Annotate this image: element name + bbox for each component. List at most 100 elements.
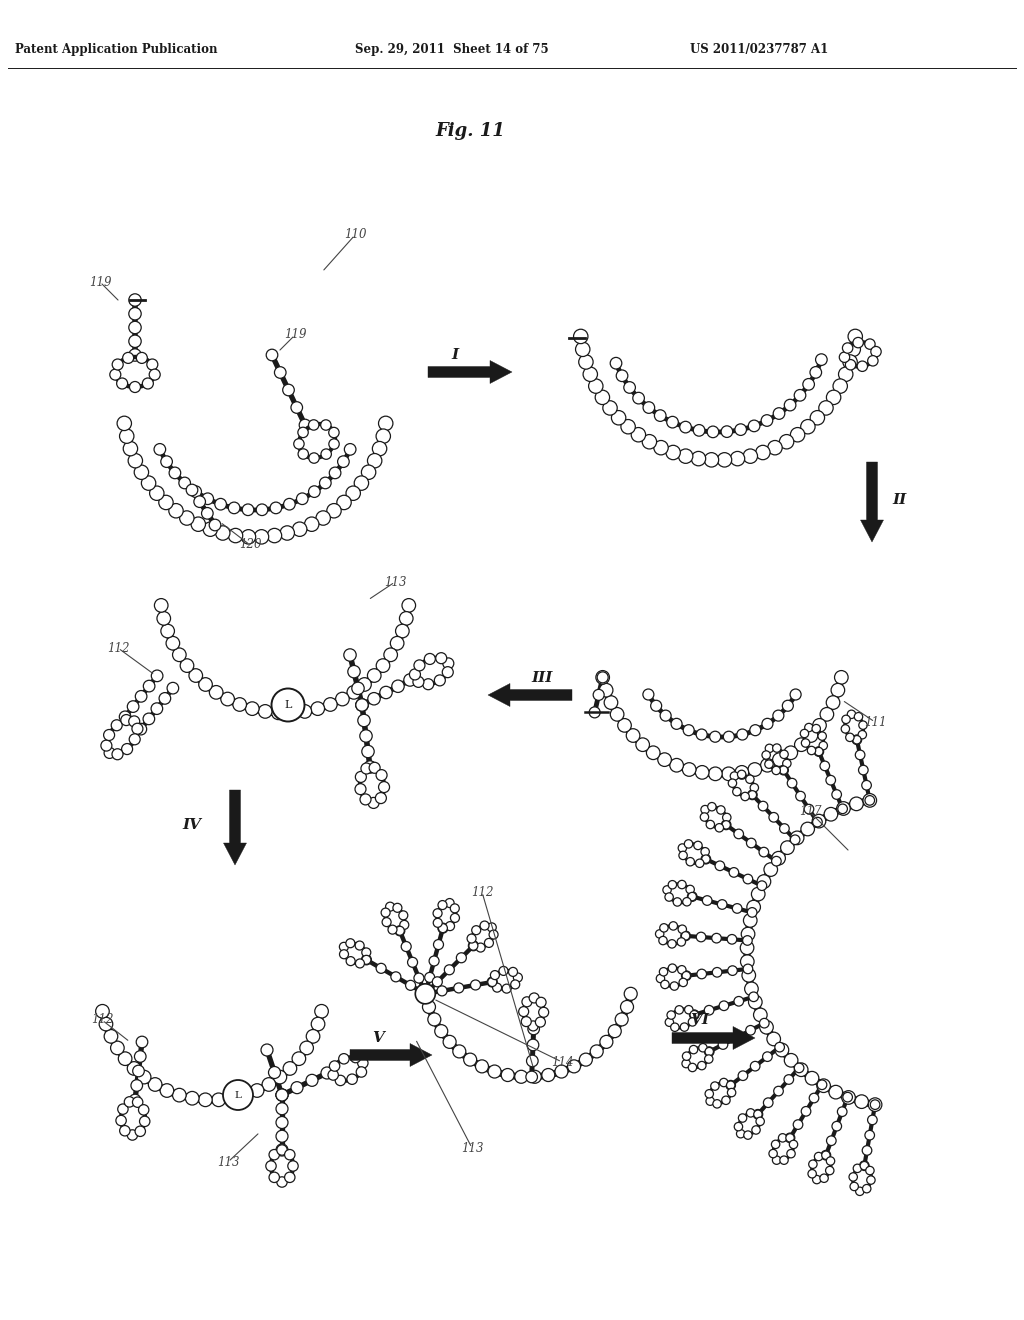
Circle shape bbox=[633, 392, 644, 404]
Circle shape bbox=[743, 449, 758, 463]
Circle shape bbox=[121, 714, 132, 726]
Circle shape bbox=[773, 744, 781, 752]
Circle shape bbox=[621, 1001, 634, 1014]
Circle shape bbox=[306, 1030, 319, 1043]
Circle shape bbox=[819, 401, 834, 414]
Text: 110: 110 bbox=[344, 228, 367, 242]
Circle shape bbox=[390, 636, 403, 649]
Circle shape bbox=[762, 718, 773, 730]
Circle shape bbox=[274, 367, 286, 379]
Circle shape bbox=[867, 355, 878, 366]
Circle shape bbox=[258, 705, 272, 718]
Circle shape bbox=[690, 1011, 698, 1019]
Circle shape bbox=[276, 1130, 288, 1142]
Circle shape bbox=[857, 362, 867, 371]
Circle shape bbox=[608, 1024, 622, 1038]
Circle shape bbox=[701, 854, 711, 865]
Circle shape bbox=[112, 748, 123, 760]
Text: 111: 111 bbox=[864, 715, 886, 729]
Circle shape bbox=[304, 517, 318, 532]
Circle shape bbox=[493, 983, 502, 993]
Circle shape bbox=[837, 801, 850, 816]
Circle shape bbox=[104, 747, 115, 759]
Text: 120: 120 bbox=[239, 539, 261, 552]
Circle shape bbox=[246, 702, 259, 715]
Circle shape bbox=[738, 1114, 746, 1122]
Circle shape bbox=[722, 1096, 730, 1105]
Circle shape bbox=[256, 504, 268, 516]
Circle shape bbox=[722, 821, 730, 829]
Circle shape bbox=[853, 338, 863, 347]
Circle shape bbox=[267, 528, 282, 543]
Circle shape bbox=[339, 1053, 349, 1064]
Circle shape bbox=[376, 964, 386, 973]
Text: 112: 112 bbox=[471, 886, 494, 899]
Circle shape bbox=[135, 690, 146, 702]
Circle shape bbox=[356, 1067, 367, 1077]
Circle shape bbox=[742, 969, 756, 982]
Circle shape bbox=[671, 718, 682, 730]
Circle shape bbox=[762, 751, 770, 759]
Circle shape bbox=[527, 1023, 540, 1035]
Circle shape bbox=[104, 1030, 118, 1043]
Circle shape bbox=[599, 684, 613, 697]
Circle shape bbox=[782, 759, 792, 768]
Circle shape bbox=[406, 981, 416, 990]
Circle shape bbox=[682, 1052, 691, 1060]
Circle shape bbox=[773, 710, 783, 721]
Circle shape bbox=[573, 329, 588, 343]
Circle shape bbox=[864, 339, 876, 350]
Circle shape bbox=[803, 379, 814, 391]
Circle shape bbox=[697, 969, 707, 979]
Polygon shape bbox=[672, 1027, 755, 1049]
Circle shape bbox=[720, 1078, 728, 1086]
Circle shape bbox=[401, 941, 412, 952]
Circle shape bbox=[804, 729, 818, 742]
Circle shape bbox=[826, 1137, 837, 1146]
Circle shape bbox=[831, 1122, 842, 1131]
Circle shape bbox=[812, 725, 820, 733]
Text: 119: 119 bbox=[284, 329, 306, 342]
Circle shape bbox=[484, 939, 494, 948]
Circle shape bbox=[432, 977, 442, 987]
Circle shape bbox=[804, 804, 814, 814]
Circle shape bbox=[711, 1082, 719, 1090]
Circle shape bbox=[189, 669, 203, 682]
Circle shape bbox=[420, 989, 430, 999]
Circle shape bbox=[682, 1060, 690, 1068]
Circle shape bbox=[738, 1071, 748, 1081]
Circle shape bbox=[135, 1126, 145, 1137]
Circle shape bbox=[161, 624, 174, 638]
Circle shape bbox=[414, 660, 425, 671]
Circle shape bbox=[841, 725, 850, 733]
Circle shape bbox=[129, 715, 139, 727]
Circle shape bbox=[821, 1151, 830, 1160]
Circle shape bbox=[829, 1085, 843, 1100]
Circle shape bbox=[810, 367, 821, 379]
Circle shape bbox=[403, 673, 416, 686]
Circle shape bbox=[740, 941, 754, 954]
Circle shape bbox=[696, 729, 708, 741]
Circle shape bbox=[311, 702, 325, 715]
Circle shape bbox=[784, 1053, 798, 1067]
Circle shape bbox=[631, 428, 645, 442]
Circle shape bbox=[123, 352, 134, 363]
Circle shape bbox=[127, 1061, 141, 1076]
Circle shape bbox=[728, 779, 736, 787]
Circle shape bbox=[669, 964, 677, 973]
Text: US 2011/0237787 A1: US 2011/0237787 A1 bbox=[690, 44, 828, 55]
Circle shape bbox=[773, 752, 786, 767]
Circle shape bbox=[480, 921, 489, 931]
Circle shape bbox=[786, 1150, 796, 1158]
Circle shape bbox=[769, 1150, 777, 1158]
Circle shape bbox=[705, 1047, 714, 1056]
Circle shape bbox=[276, 1089, 288, 1101]
Circle shape bbox=[110, 370, 121, 380]
Circle shape bbox=[169, 467, 180, 479]
Circle shape bbox=[627, 729, 640, 742]
Circle shape bbox=[820, 708, 834, 721]
Circle shape bbox=[835, 671, 848, 684]
Circle shape bbox=[127, 1130, 137, 1140]
Circle shape bbox=[368, 454, 382, 467]
Circle shape bbox=[368, 797, 379, 808]
